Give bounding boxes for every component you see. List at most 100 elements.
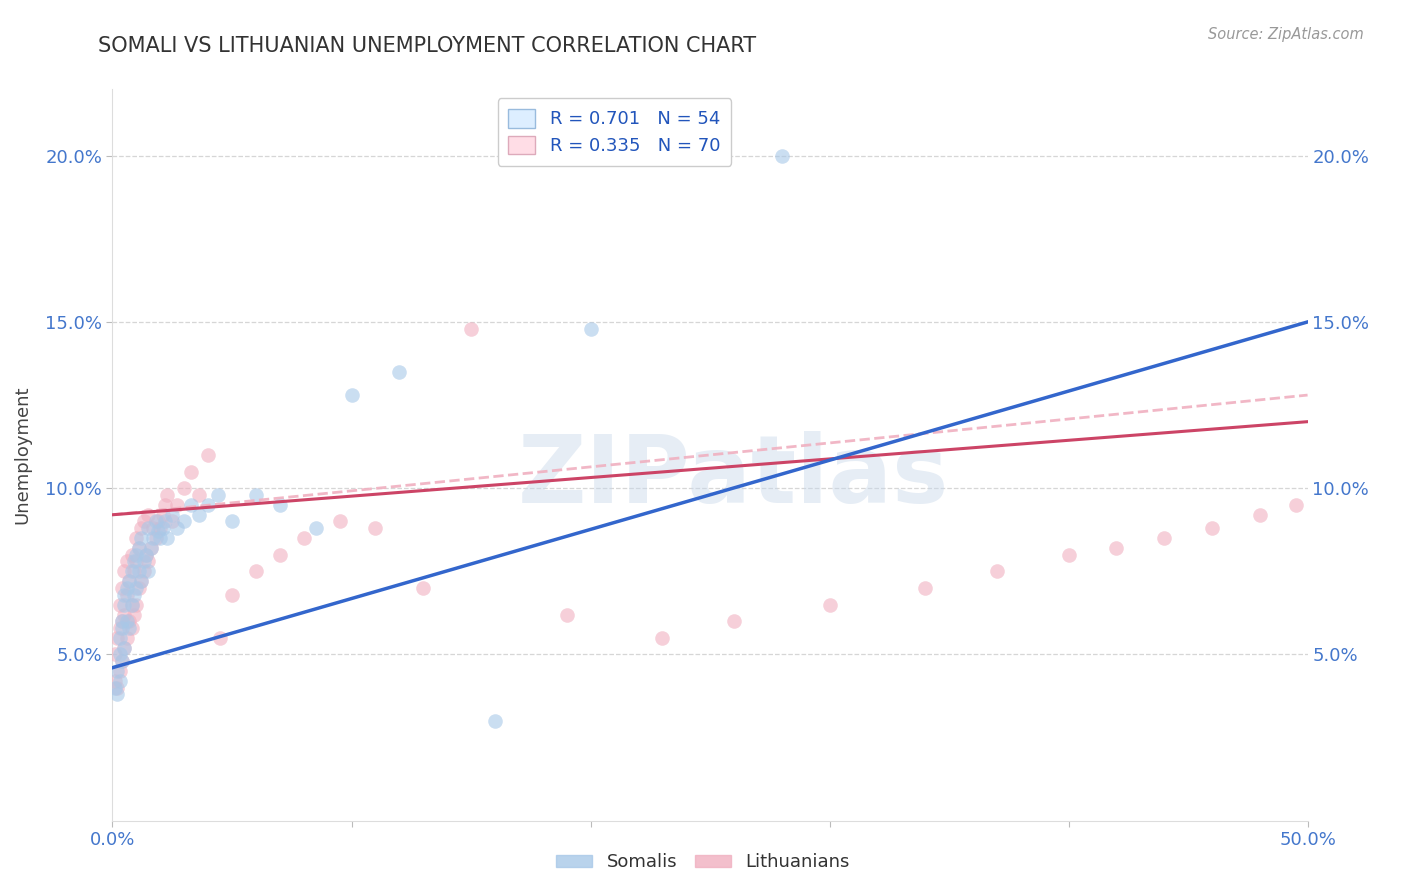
Point <box>105 631 128 645</box>
Point <box>129 574 152 589</box>
Point <box>146 524 169 539</box>
Point <box>128 541 150 555</box>
Point <box>108 673 131 688</box>
Point <box>149 531 172 545</box>
Point <box>111 654 134 668</box>
Point <box>173 481 195 495</box>
Point <box>1153 531 1175 545</box>
Point <box>180 465 202 479</box>
Point <box>138 554 160 568</box>
Point <box>111 614 134 628</box>
Point <box>209 631 232 645</box>
Point <box>114 640 135 655</box>
Point <box>105 681 128 695</box>
Point <box>197 498 219 512</box>
Point <box>125 548 148 562</box>
Point <box>269 498 291 512</box>
Text: SOMALI VS LITHUANIAN UNEMPLOYMENT CORRELATION CHART: SOMALI VS LITHUANIAN UNEMPLOYMENT CORREL… <box>98 36 756 55</box>
Point <box>108 621 131 635</box>
Point <box>129 521 152 535</box>
Point <box>115 588 138 602</box>
Point <box>139 541 162 555</box>
Point <box>142 531 165 545</box>
Text: ZIPatlas: ZIPatlas <box>519 431 949 523</box>
Point <box>104 648 127 662</box>
Point <box>129 531 152 545</box>
Point <box>187 488 209 502</box>
Point <box>152 508 174 522</box>
Point <box>340 388 363 402</box>
Point <box>986 564 1008 578</box>
Point <box>135 548 157 562</box>
Point <box>128 541 150 555</box>
Point <box>118 574 141 589</box>
Point <box>111 614 134 628</box>
Point <box>138 508 160 522</box>
Point <box>139 541 162 555</box>
Point <box>555 607 578 622</box>
Point <box>146 515 169 529</box>
Point <box>114 598 135 612</box>
Point <box>115 554 138 568</box>
Point <box>197 448 219 462</box>
Point <box>142 521 165 535</box>
Point <box>1285 498 1308 512</box>
Point <box>245 488 267 502</box>
Point <box>114 607 135 622</box>
Point <box>125 598 148 612</box>
Point <box>187 508 209 522</box>
Point <box>115 581 138 595</box>
Point <box>723 614 745 628</box>
Point <box>1249 508 1271 522</box>
Point <box>104 681 127 695</box>
Point <box>162 515 183 529</box>
Point <box>108 598 131 612</box>
Point <box>118 574 141 589</box>
Point <box>132 564 155 578</box>
Point <box>128 581 150 595</box>
Point <box>153 498 176 512</box>
Point <box>122 554 145 568</box>
Point <box>269 548 291 562</box>
Point <box>132 515 155 529</box>
Point <box>114 640 135 655</box>
Point <box>156 488 179 502</box>
Point <box>221 588 243 602</box>
Point <box>138 564 160 578</box>
Point <box>156 531 179 545</box>
Point <box>108 664 131 678</box>
Point <box>118 614 141 628</box>
Point <box>579 321 602 335</box>
Point <box>122 607 145 622</box>
Y-axis label: Unemployment: Unemployment <box>13 385 31 524</box>
Point <box>111 621 134 635</box>
Point <box>1105 541 1128 555</box>
Point <box>149 521 172 535</box>
Point <box>1201 521 1223 535</box>
Point <box>122 564 145 578</box>
Point <box>121 598 143 612</box>
Point <box>166 498 188 512</box>
Point <box>245 564 267 578</box>
Point <box>914 581 936 595</box>
Point <box>173 515 195 529</box>
Point <box>329 515 352 529</box>
Point <box>108 631 131 645</box>
Point <box>105 664 128 678</box>
Point <box>651 631 673 645</box>
Point <box>121 598 143 612</box>
Point <box>145 515 167 529</box>
Point <box>1057 548 1080 562</box>
Point <box>105 687 128 701</box>
Point <box>121 548 143 562</box>
Point <box>292 531 315 545</box>
Point <box>484 714 506 728</box>
Point <box>180 498 202 512</box>
Point <box>125 554 148 568</box>
Point <box>305 521 328 535</box>
Point <box>121 621 143 635</box>
Point <box>118 621 141 635</box>
Point <box>138 521 160 535</box>
Text: Source: ZipAtlas.com: Source: ZipAtlas.com <box>1208 27 1364 42</box>
Point <box>114 588 135 602</box>
